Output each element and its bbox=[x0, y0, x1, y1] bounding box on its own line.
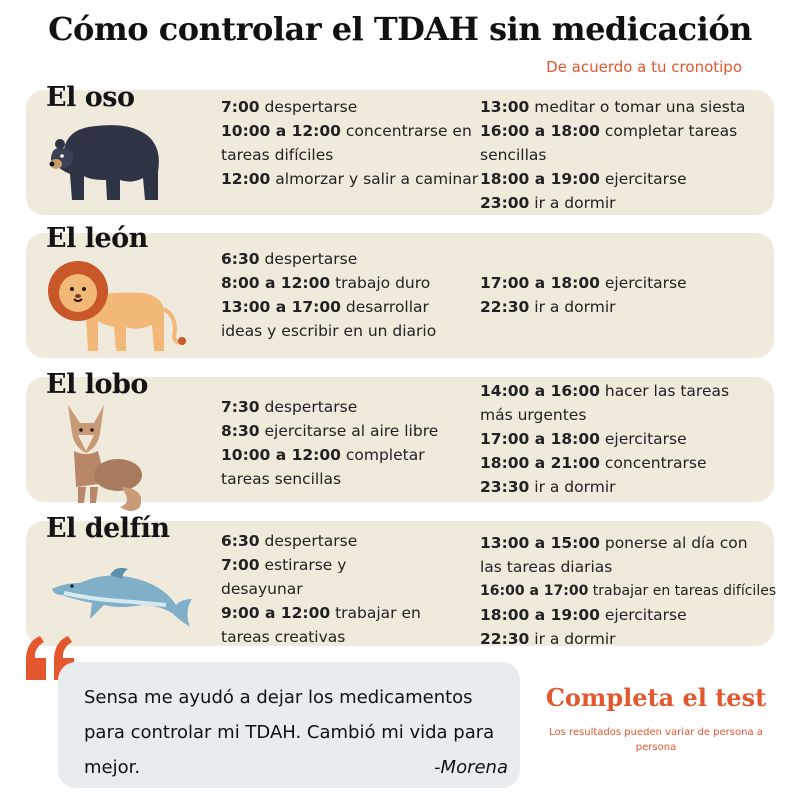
schedule-entry: 16:00 a 17:00 trabajar en tareas difícil… bbox=[480, 583, 777, 599]
testimonial-author: -Morena bbox=[434, 757, 508, 778]
chronotype-card-dolphin: El delfín 6:30 despertarse 7:00 estirars… bbox=[26, 513, 776, 648]
schedule-entry: 18:00 a 19:00 ejercitarse bbox=[480, 170, 687, 188]
animal-name: El delfín bbox=[46, 513, 170, 544]
chronotype-card-bear: El oso 7:00 despertarse 10:00 a 12:00 co… bbox=[26, 82, 774, 215]
page-subtitle: De acuerdo a tu cronotipo bbox=[546, 58, 742, 76]
schedule-entry: 8:30 ejercitarse al aire libre bbox=[221, 422, 439, 440]
schedule-entry: 13:00 a 15:00 ponerse al día con las tar… bbox=[480, 534, 748, 576]
schedule-entry: 13:00 meditar o tomar una siesta bbox=[480, 98, 746, 116]
testimonial-box: Sensa me ayudó a dejar los medicamentos … bbox=[58, 662, 520, 788]
schedule-entry: 10:00 a 12:00 concentrarse en tareas dif… bbox=[221, 122, 472, 164]
schedule-entry: 7:00 despertarse bbox=[221, 98, 358, 116]
schedule-entry: 23:30 ir a dormir bbox=[480, 478, 616, 496]
disclaimer-text: Los resultados pueden variar de persona … bbox=[549, 727, 763, 753]
schedule-entry: 22:30 ir a dormir bbox=[480, 630, 616, 648]
schedule-entry: 23:00 ir a dormir bbox=[480, 194, 616, 212]
testimonial-text: Sensa me ayudó a dejar los medicamentos … bbox=[84, 687, 495, 778]
schedule-entry: 10:00 a 12:00 completar tareas sencillas bbox=[221, 446, 425, 488]
schedule-entry: 16:00 a 18:00 completar tareas sencillas bbox=[480, 122, 738, 164]
schedule-entry: 14:00 a 16:00 hacer las tareas más urgen… bbox=[480, 382, 730, 424]
bear-icon bbox=[49, 125, 159, 200]
schedule-entry: 6:30 despertarse bbox=[221, 532, 358, 550]
schedule-entry: 7:00 estirarse y desayunar bbox=[221, 556, 347, 598]
schedule-entry: 8:00 a 12:00 trabajo duro bbox=[221, 274, 431, 292]
schedule-entry: 18:00 a 21:00 concentrarse bbox=[480, 454, 707, 472]
schedule-entry: 12:00 almorzar y salir a caminar bbox=[221, 170, 479, 188]
schedule-entry: 17:00 a 18:00 ejercitarse bbox=[480, 430, 687, 448]
animal-name: El oso bbox=[46, 82, 135, 113]
chronotype-card-wolf: El lobo 7:30 despertarse 8:30 ejercitars… bbox=[26, 369, 774, 511]
schedule-entry: 17:00 a 18:00 ejercitarse bbox=[480, 274, 687, 292]
animal-name: El lobo bbox=[46, 369, 148, 400]
schedule-entry: 7:30 despertarse bbox=[221, 398, 358, 416]
schedule-entry: 13:00 a 17:00 desarrollar ideas y escrib… bbox=[221, 298, 437, 340]
lion-icon bbox=[48, 261, 186, 351]
chronotype-card-lion: El león 6:30 despertarse 8:00 a 12:00 tr… bbox=[26, 223, 774, 358]
schedule-entry: 18:00 a 19:00 ejercitarse bbox=[480, 606, 687, 624]
dolphin-icon bbox=[52, 567, 192, 627]
wolf-icon bbox=[68, 405, 142, 511]
page-title: Cómo controlar el TDAH sin medicación bbox=[48, 10, 752, 48]
schedule-entry: 22:30 ir a dormir bbox=[480, 298, 616, 316]
take-test-link[interactable]: Completa el test bbox=[545, 683, 767, 712]
schedule-entry: 9:00 a 12:00 trabajar en tareas creativa… bbox=[221, 604, 421, 646]
schedule-entry: 6:30 despertarse bbox=[221, 250, 358, 268]
animal-name: El león bbox=[46, 223, 148, 254]
